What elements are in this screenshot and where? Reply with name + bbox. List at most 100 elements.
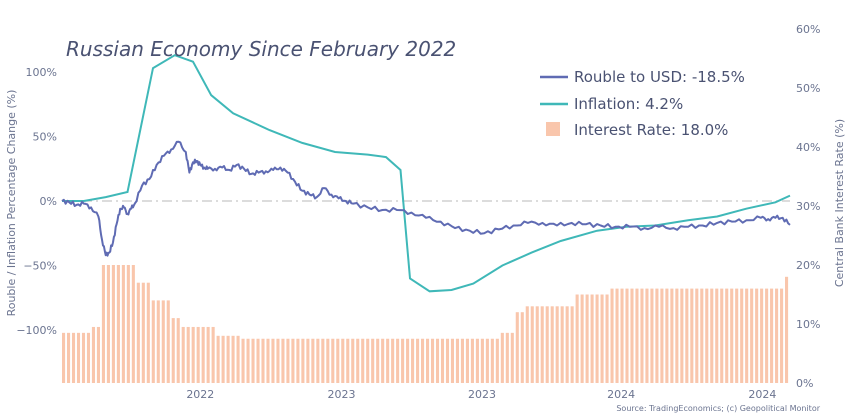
right-tick-label: 50% — [796, 82, 820, 95]
left-tick-label: 50% — [33, 131, 57, 144]
interest-rate-bar — [595, 294, 599, 383]
left-axis-ticks: 100% 50% 0% −50% −100% — [16, 66, 57, 337]
interest-rate-bar — [690, 288, 694, 383]
interest-rate-bar — [570, 306, 574, 383]
interest-rate-bar — [216, 335, 220, 383]
interest-rate-bar — [440, 338, 445, 383]
interest-rate-bar — [346, 338, 350, 383]
interest-rate-bar — [705, 288, 709, 383]
interest-rate-bar — [311, 338, 315, 383]
interest-rate-bar — [445, 338, 450, 383]
interest-rate-bar — [296, 338, 300, 383]
chart-title: Russian Economy Since February 2022 — [66, 37, 456, 61]
interest-rate-bar — [136, 282, 140, 383]
interest-rate-bar — [286, 338, 290, 383]
interest-rate-bar — [760, 288, 764, 383]
interest-rate-bar — [271, 338, 275, 383]
legend: Rouble to USD: -18.5% Inflation: 4.2% In… — [540, 68, 745, 139]
interest-rate-bar — [460, 338, 464, 383]
interest-rate-bar — [326, 338, 330, 383]
x-tick-label: 2023 — [468, 388, 496, 401]
interest-rate-bar — [710, 288, 714, 383]
legend-label-rate: Interest Rate: 18.0% — [574, 121, 728, 139]
interest-rate-bar — [785, 276, 789, 383]
interest-rate-bars — [62, 265, 789, 383]
interest-rate-bar — [146, 282, 150, 383]
interest-rate-bar — [236, 335, 240, 383]
interest-rate-bar — [291, 338, 295, 383]
right-axis-ticks: 60% 50% 40% 30% 20% 10% 0% — [796, 23, 820, 390]
interest-rate-bar — [485, 338, 489, 383]
interest-rate-bar — [361, 338, 365, 383]
interest-rate-bar — [625, 288, 629, 383]
interest-rate-bar — [266, 338, 270, 383]
interest-rate-bar — [341, 338, 345, 383]
interest-rate-bar — [256, 338, 260, 383]
interest-rate-bar — [495, 338, 499, 383]
interest-rate-bar — [455, 338, 460, 383]
interest-rate-bar — [480, 338, 484, 383]
interest-rate-bar — [475, 338, 479, 383]
interest-rate-bar — [675, 288, 679, 383]
interest-rate-bar — [585, 294, 589, 383]
interest-rate-bar — [396, 338, 400, 383]
interest-rate-bar — [605, 294, 609, 383]
interest-rate-bar — [151, 300, 155, 383]
interest-rate-bar — [191, 326, 195, 383]
interest-rate-bar — [555, 306, 559, 383]
interest-rate-bar — [251, 338, 255, 383]
interest-rate-bar — [71, 332, 76, 383]
interest-rate-bar — [645, 288, 649, 383]
interest-rate-bar — [206, 326, 210, 383]
interest-rate-bar — [700, 288, 704, 383]
interest-rate-bar — [411, 338, 415, 383]
interest-rate-bar — [261, 338, 265, 383]
interest-rate-bar — [670, 288, 674, 383]
interest-rate-bar — [730, 288, 734, 383]
inflation-series-line — [62, 54, 791, 293]
interest-rate-bar — [62, 332, 66, 383]
interest-rate-bar — [615, 288, 619, 383]
interest-rate-bar — [725, 288, 729, 383]
x-tick-label: 2023 — [328, 388, 356, 401]
interest-rate-bar — [610, 288, 614, 383]
interest-rate-bar — [650, 288, 654, 383]
interest-rate-bar — [685, 288, 689, 383]
legend-label-rouble: Rouble to USD: -18.5% — [574, 68, 745, 86]
interest-rate-bar — [426, 338, 430, 383]
right-tick-label: 30% — [796, 200, 820, 213]
rouble-series-line — [61, 140, 791, 257]
interest-rate-bar — [96, 326, 100, 383]
interest-rate-bar — [116, 265, 120, 383]
interest-rate-bar — [171, 318, 175, 383]
right-axis-title: Central Bank Interest Rate (%) — [833, 119, 846, 287]
interest-rate-bar — [181, 326, 185, 383]
interest-rate-bar — [465, 338, 469, 383]
interest-rate-bar — [306, 338, 310, 383]
interest-rate-bar — [141, 282, 145, 383]
interest-rate-bar — [126, 265, 130, 383]
interest-rate-bar — [755, 288, 759, 383]
source-note: Source: TradingEconomics; (c) Geopolitic… — [616, 404, 820, 413]
interest-rate-bar — [331, 338, 335, 383]
interest-rate-bar — [580, 294, 584, 383]
interest-rate-bar — [590, 294, 594, 383]
interest-rate-bar — [780, 288, 784, 383]
x-tick-label: 2024 — [748, 388, 776, 401]
interest-rate-bar — [371, 338, 375, 383]
interest-rate-bar — [535, 306, 539, 383]
right-tick-label: 0% — [796, 377, 813, 390]
interest-rate-bar — [386, 338, 390, 383]
interest-rate-bar — [406, 338, 410, 383]
interest-rate-bar — [401, 338, 405, 383]
right-tick-label: 40% — [796, 141, 820, 154]
interest-rate-bar — [515, 312, 519, 383]
interest-rate-bar — [600, 294, 604, 383]
interest-rate-bar — [416, 338, 420, 383]
interest-rate-bar — [281, 338, 285, 383]
interest-rate-bar — [351, 338, 355, 383]
interest-rate-bar — [540, 306, 544, 383]
interest-rate-bar — [435, 338, 440, 383]
interest-rate-bar — [655, 288, 659, 383]
left-tick-label: −50% — [23, 260, 57, 273]
